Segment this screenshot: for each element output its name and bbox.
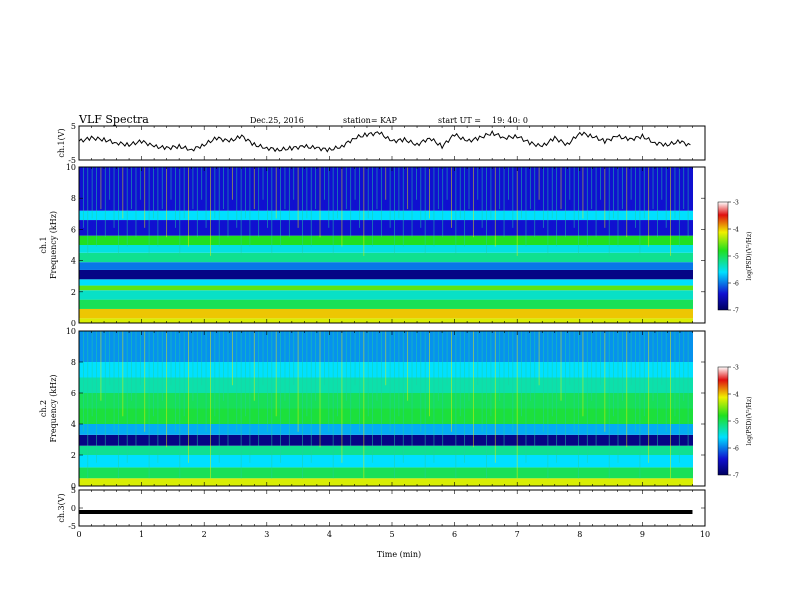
x-tick-label: 1 <box>139 530 144 539</box>
x-tick-label: 10 <box>700 530 710 539</box>
ch1-waveform-panel: 5 -5ch.1(V) <box>57 122 706 165</box>
x-tick-label: 9 <box>640 530 645 539</box>
ch1-spectrogram-band <box>79 220 693 236</box>
y-tick-label: 4 <box>71 257 76 266</box>
y-tick-label: 2 <box>71 451 76 460</box>
ch2-spectrogram-colorbar-tick-label: -4 <box>733 392 739 399</box>
ch2-spectrogram-band <box>79 393 693 409</box>
y-tick-label: 8 <box>71 194 76 203</box>
ch1-spectrogram-band <box>79 269 693 280</box>
x-tick-label: 7 <box>515 530 520 539</box>
ch1-spectrogram-colorbar-tick-label: -4 <box>733 227 739 234</box>
ch2-spectrogram-channel-label: ch.2 <box>39 400 48 417</box>
ch2-spectrogram-no-data-strip <box>693 331 705 486</box>
ch1-spectrogram-band <box>79 210 693 221</box>
ch2-spectrogram-frequency-label: Frequency (kHz) <box>49 374 58 442</box>
ch2-spectrogram-colorbar-tick-label: -5 <box>733 419 739 426</box>
ch1-spectrogram-band <box>79 308 693 319</box>
ch2-spectrogram-band <box>79 455 693 468</box>
ch1-spectrogram-colorbar-tick-label: -5 <box>733 254 739 261</box>
ch1-spectrogram-no-data-strip <box>693 167 705 323</box>
x-tick-label: 5 <box>389 530 394 539</box>
x-tick-label: 8 <box>577 530 582 539</box>
y-tick-label: 0 <box>71 482 76 491</box>
ch3-waveform-frame <box>78 489 706 527</box>
y-tick-label: 5 <box>71 122 76 131</box>
ch2-spectrogram-colorbar-tick-label: -7 <box>733 473 739 480</box>
ch1-spectrogram-colorbar-tick-label: -3 <box>733 200 739 207</box>
x-tick-label: 6 <box>452 530 457 539</box>
ch1-spectrogram-channel-label: ch.1 <box>39 236 48 253</box>
y-tick-label: 2 <box>71 288 76 297</box>
y-tick-label: 0 <box>71 504 76 513</box>
y-tick-label: 8 <box>71 358 76 367</box>
ch2-spectrogram-band <box>79 434 693 446</box>
ch1-spectrogram-panel: 0 2 4 6 8 10 ch.1 Frequency (kHz) -3 -4 -5 -6 -7 log(… <box>39 163 753 328</box>
ch1-spectrogram-band <box>79 285 693 291</box>
y-tick-label: 4 <box>71 420 76 429</box>
x-tick-label: 0 <box>76 530 81 539</box>
x-tick-label: 3 <box>264 530 269 539</box>
ch2-spectrogram-colorbar <box>717 366 729 476</box>
y-tick-label: 6 <box>71 225 76 234</box>
ch2-spectrogram-band <box>79 408 693 424</box>
ch1-spectrogram-band <box>79 290 693 300</box>
ch1-spectrogram-colorbar-label: log(PSD)(V²/Hz) <box>746 232 753 281</box>
y-tick-label: 10 <box>66 327 76 336</box>
ch1-spectrogram-band <box>79 318 693 323</box>
ch1-spectrogram-band <box>79 262 693 270</box>
y-tick-label: 10 <box>66 163 76 172</box>
ch1-spectrogram-band <box>79 279 693 286</box>
ch1-series-line <box>78 129 691 153</box>
ch1-spectrogram-band <box>79 235 693 245</box>
ch2-spectrogram-band <box>79 467 693 479</box>
ch1-spectrogram-colorbar <box>717 201 729 311</box>
ch1-spectrogram-band <box>79 299 693 309</box>
date-label: Dec.25, 2016 <box>250 116 304 125</box>
x-tick-label: 2 <box>202 530 207 539</box>
figure-title: VLF Spectra <box>78 113 149 126</box>
x-axis-label: Time (min) <box>377 550 421 559</box>
ch2-spectrogram-colorbar-tick-label: -3 <box>733 365 739 372</box>
ch2-spectrogram-colorbar-tick-label: -6 <box>733 446 739 453</box>
ch1-waveform-frame <box>78 125 706 161</box>
ch2-spectrogram-band <box>79 424 693 435</box>
ch2-spectrogram-band <box>79 478 693 486</box>
ch3-y-axis-label: ch.3(V) <box>57 493 66 522</box>
ch1-y-axis-label: ch.1(V) <box>57 128 66 157</box>
x-tick-label: 4 <box>327 530 332 539</box>
ch2-spectrogram-colorbar-label: log(PSD)(V²/Hz) <box>746 397 753 446</box>
y-tick-label: -5 <box>68 156 76 165</box>
y-tick-label: 6 <box>71 389 76 398</box>
start-label: start UT = <box>438 116 481 125</box>
ch1-spectrogram-colorbar-tick-label: -7 <box>733 308 739 315</box>
ch1-spectrogram-band <box>79 252 693 263</box>
y-tick-label: -5 <box>68 522 76 531</box>
ch2-spectrogram-panel: 0 2 4 6 8 10 ch.2 Frequency (kHz) -3 -4 -5 -6 -7 log(… <box>39 327 753 491</box>
ch2-spectrogram-band <box>79 445 693 455</box>
y-tick-label: 5 <box>71 486 76 495</box>
station-label: station= KAP <box>343 116 398 125</box>
ch1-spectrogram-colorbar-tick-label: -6 <box>733 281 739 288</box>
start-time: 19: 40: 0 <box>492 116 528 125</box>
y-tick-label: 0 <box>71 319 76 328</box>
ch1-spectrogram-band <box>79 245 693 253</box>
ch1-spectrogram-frequency-label: Frequency (kHz) <box>49 211 58 279</box>
